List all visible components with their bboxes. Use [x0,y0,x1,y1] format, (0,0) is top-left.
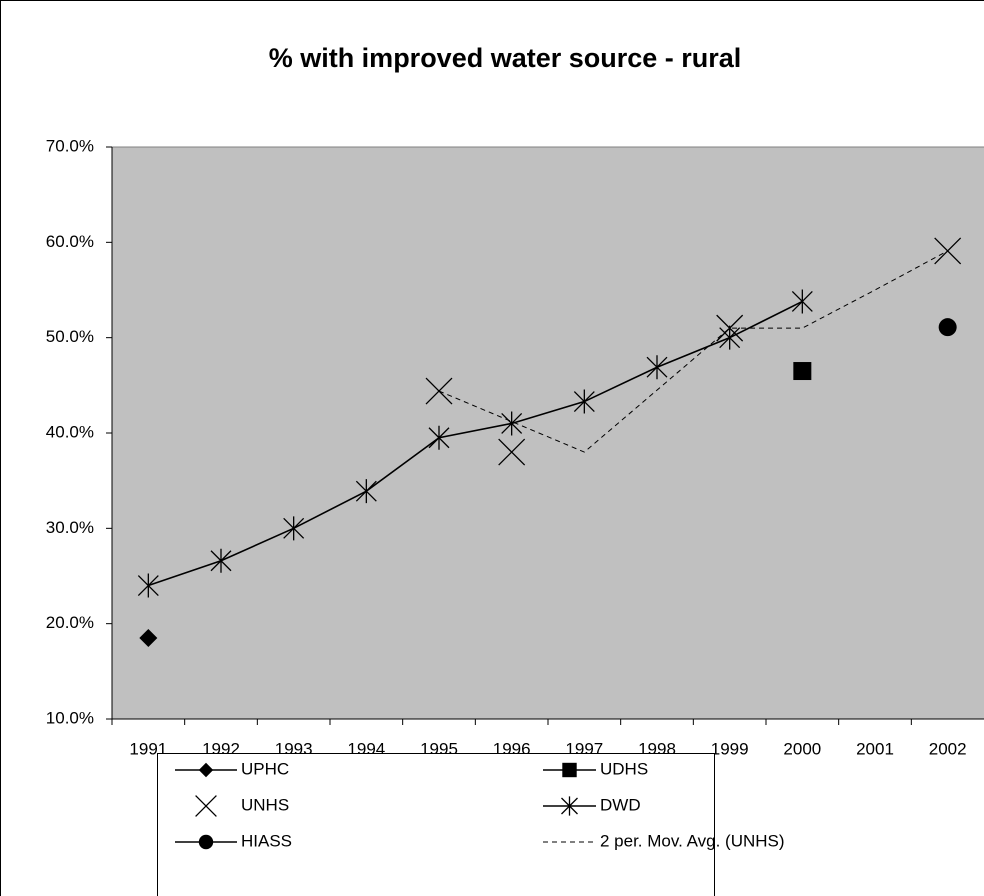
chart-title: % with improved water source - rural [269,43,742,73]
marker [198,834,214,850]
legend-box [157,753,715,896]
marker [355,479,377,504]
series-line [148,300,803,587]
y-tick-label: 10.0% [46,708,94,727]
legend-label: UPHC [241,759,289,778]
marker [501,411,523,436]
marker [198,762,214,778]
marker [934,237,962,265]
marker [428,425,450,450]
marker [646,355,668,380]
marker [498,438,526,466]
marker [573,389,595,414]
y-tick-label: 60.0% [46,232,94,251]
plot-background [111,146,984,720]
x-tick-label: 1999 [711,739,749,758]
marker [719,325,741,350]
marker [791,289,813,314]
x-tick-label: 2001 [856,739,894,758]
marker [793,362,812,381]
marker [137,573,159,598]
marker [195,795,217,817]
y-tick-label: 20.0% [46,613,94,632]
x-tick-label: 2000 [783,739,821,758]
x-tick-label: 2002 [929,739,967,758]
marker [283,516,305,541]
y-tick-label: 50.0% [46,327,94,346]
marker [210,548,232,573]
y-tick-label: 40.0% [46,422,94,441]
legend-label: UNHS [241,795,289,814]
plot-area: 10.0%20.0%30.0%40.0%50.0%60.0%70.0%1991 1… [46,136,984,758]
y-tick-label: 70.0% [46,136,94,155]
marker [938,318,957,337]
marker [562,762,577,778]
legend-label: UDHS [600,759,648,778]
y-tick-label: 30.0% [46,518,94,537]
series-line [438,250,948,453]
legend-label: HIASS [241,831,292,850]
marker [139,628,158,647]
marker [561,796,578,816]
legend-label: 2 per. Mov. Avg. (UNHS) [600,831,785,850]
marker [425,377,453,405]
legend: UPHC UDHS UNHS DWD HIASS 2 per. Mov. Avg. (UN… [157,753,785,896]
legend-label: DWD [600,795,641,814]
